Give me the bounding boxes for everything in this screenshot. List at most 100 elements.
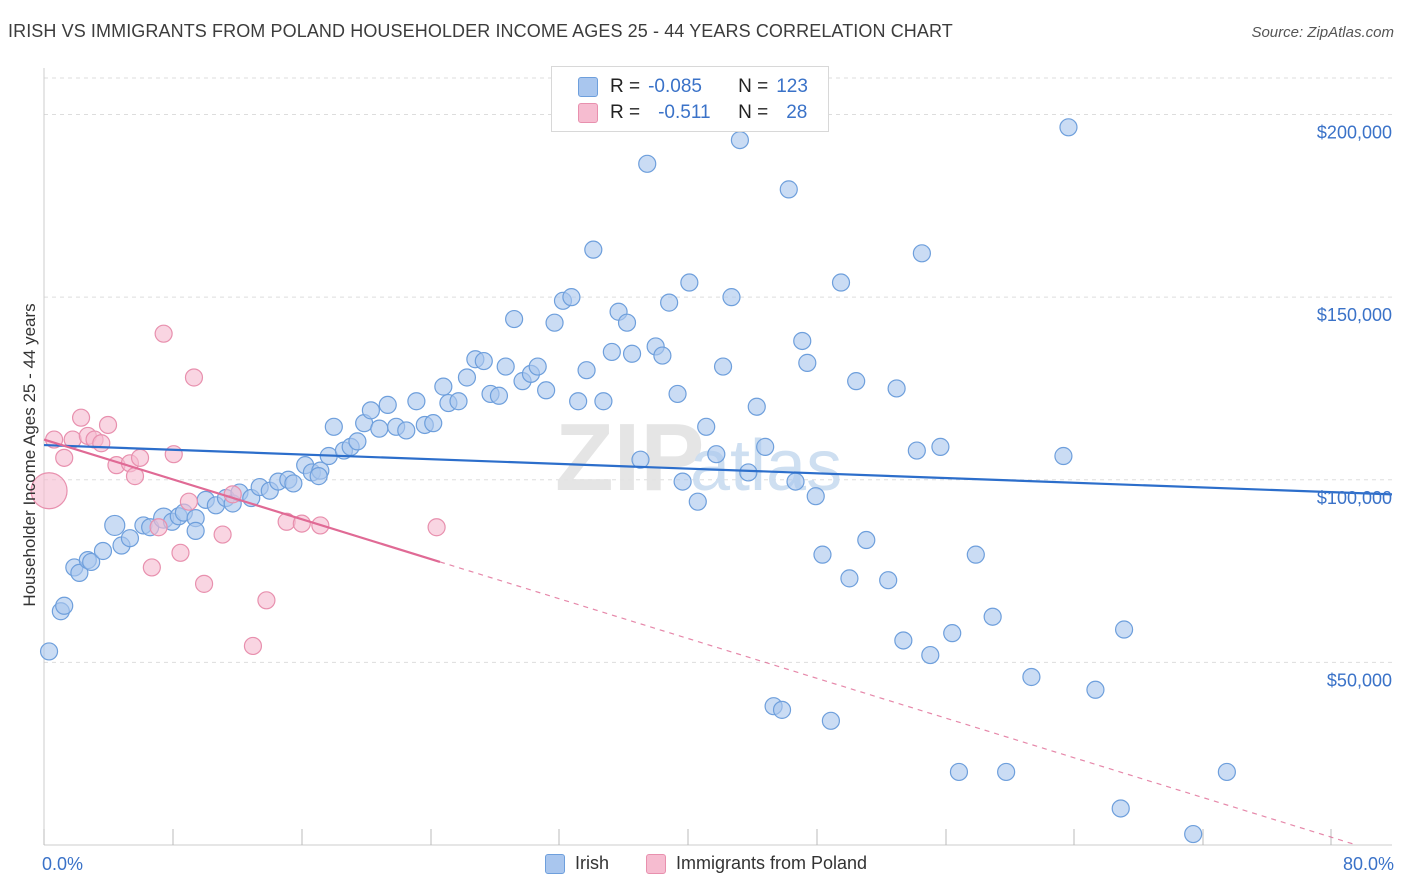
y-axis-label: Householder Income Ages 25 - 44 years (20, 303, 39, 607)
irish-point (921, 645, 940, 665)
legend-irish-n-value: 123 (776, 76, 808, 97)
irish-point (966, 545, 985, 564)
poland-point (92, 434, 111, 453)
irish-point (505, 309, 524, 329)
bottom-legend-swatch-poland (646, 853, 666, 874)
legend-irish-n-label: N = (738, 76, 769, 97)
irish-point (186, 521, 205, 540)
irish-point (584, 240, 603, 259)
irish-point (847, 372, 866, 391)
irish-point (806, 487, 825, 506)
irish-point (857, 530, 876, 550)
irish-point (931, 437, 950, 456)
poland-point (213, 525, 232, 544)
irish-point (739, 463, 758, 482)
poland-point (98, 415, 118, 435)
irish-point (537, 381, 556, 400)
irish-point (756, 437, 775, 456)
poland-point (171, 543, 190, 562)
y-tick-label: $100,000 (1317, 488, 1392, 508)
irish-trend-line (43, 443, 1393, 496)
irish-point (831, 273, 851, 292)
irish-point (457, 368, 477, 387)
irish-point (821, 711, 840, 730)
irish-point (786, 472, 805, 491)
legend-swatch-poland (578, 103, 598, 123)
irish-point (887, 379, 906, 398)
poland-point (71, 408, 91, 427)
legend-row-poland: R = -0.511 N = 28 (578, 100, 807, 126)
irish-point (577, 361, 596, 380)
irish-point (1111, 799, 1130, 818)
irish-point (772, 700, 792, 719)
irish-point (1114, 620, 1134, 639)
irish-point (813, 545, 832, 564)
irish-point (779, 180, 798, 199)
irish-point (1184, 824, 1203, 844)
trend-layer (43, 438, 1393, 846)
legend-row-irish: R = -0.085 N = 123 (578, 74, 808, 100)
irish-point (528, 357, 547, 376)
bottom-legend-irish: Irish (545, 853, 609, 874)
irish-point (594, 392, 613, 411)
irish-point (1059, 118, 1078, 137)
y-tick-label: $50,000 (1327, 670, 1392, 690)
irish-point (1054, 446, 1073, 466)
points-layer (30, 118, 1236, 844)
chart-source: Source: ZipAtlas.com (1251, 24, 1394, 41)
y-tick-label: $150,000 (1317, 305, 1392, 325)
irish-point (569, 392, 588, 411)
irish-point (912, 244, 931, 263)
irish-point (688, 492, 707, 511)
irish-point (489, 386, 509, 405)
irish-point (562, 288, 581, 307)
irish-point (631, 450, 650, 469)
poland-point (149, 518, 168, 537)
legend-poland-n-value: 28 (786, 102, 808, 123)
irish-point (324, 417, 343, 436)
irish-point (997, 762, 1016, 782)
irish-point (104, 514, 126, 537)
legend-swatch-irish (578, 77, 598, 97)
poland-trend-line (43, 438, 441, 563)
x-tick-label: 80.0% (1343, 854, 1394, 874)
irish-point (82, 552, 101, 572)
poland-point (184, 368, 204, 387)
irish-point (894, 631, 913, 650)
irish-point (370, 419, 389, 438)
irish-point (622, 344, 642, 363)
axis-layer (43, 68, 1392, 846)
irish-point (93, 541, 113, 561)
poland-point (142, 558, 161, 577)
irish-point (673, 472, 692, 491)
bottom-legend-label-poland: Immigrants from Poland (676, 853, 868, 873)
irish-point (660, 293, 679, 312)
irish-point (907, 441, 926, 460)
irish-point (474, 351, 493, 371)
irish-point (545, 313, 564, 332)
irish-point (424, 414, 443, 433)
poland-point (257, 591, 276, 610)
legend: R = -0.085 N = 123 R = -0.511 N = 28 (551, 66, 829, 132)
irish-point (713, 357, 733, 376)
poland-point (55, 448, 74, 467)
irish-point (309, 467, 328, 486)
irish-point (798, 353, 817, 372)
irish-point (983, 607, 1002, 626)
irish-point (747, 397, 766, 416)
bottom-legend-swatch-irish (545, 853, 565, 874)
poland-point (427, 518, 446, 537)
legend-irish-r-value: -0.085 (648, 76, 702, 97)
legend-poland-r-value: -0.511 (658, 102, 711, 123)
irish-point (397, 421, 416, 440)
irish-point (1217, 762, 1236, 782)
irish-point (1086, 680, 1105, 699)
irish-point (879, 571, 898, 590)
poland-point (194, 574, 214, 593)
chart-title: IRISH VS IMMIGRANTS FROM POLAND HOUSEHOL… (8, 21, 953, 41)
irish-point (449, 392, 468, 411)
irish-point (496, 357, 515, 376)
poland-point (164, 445, 183, 464)
irish-point (361, 401, 380, 420)
